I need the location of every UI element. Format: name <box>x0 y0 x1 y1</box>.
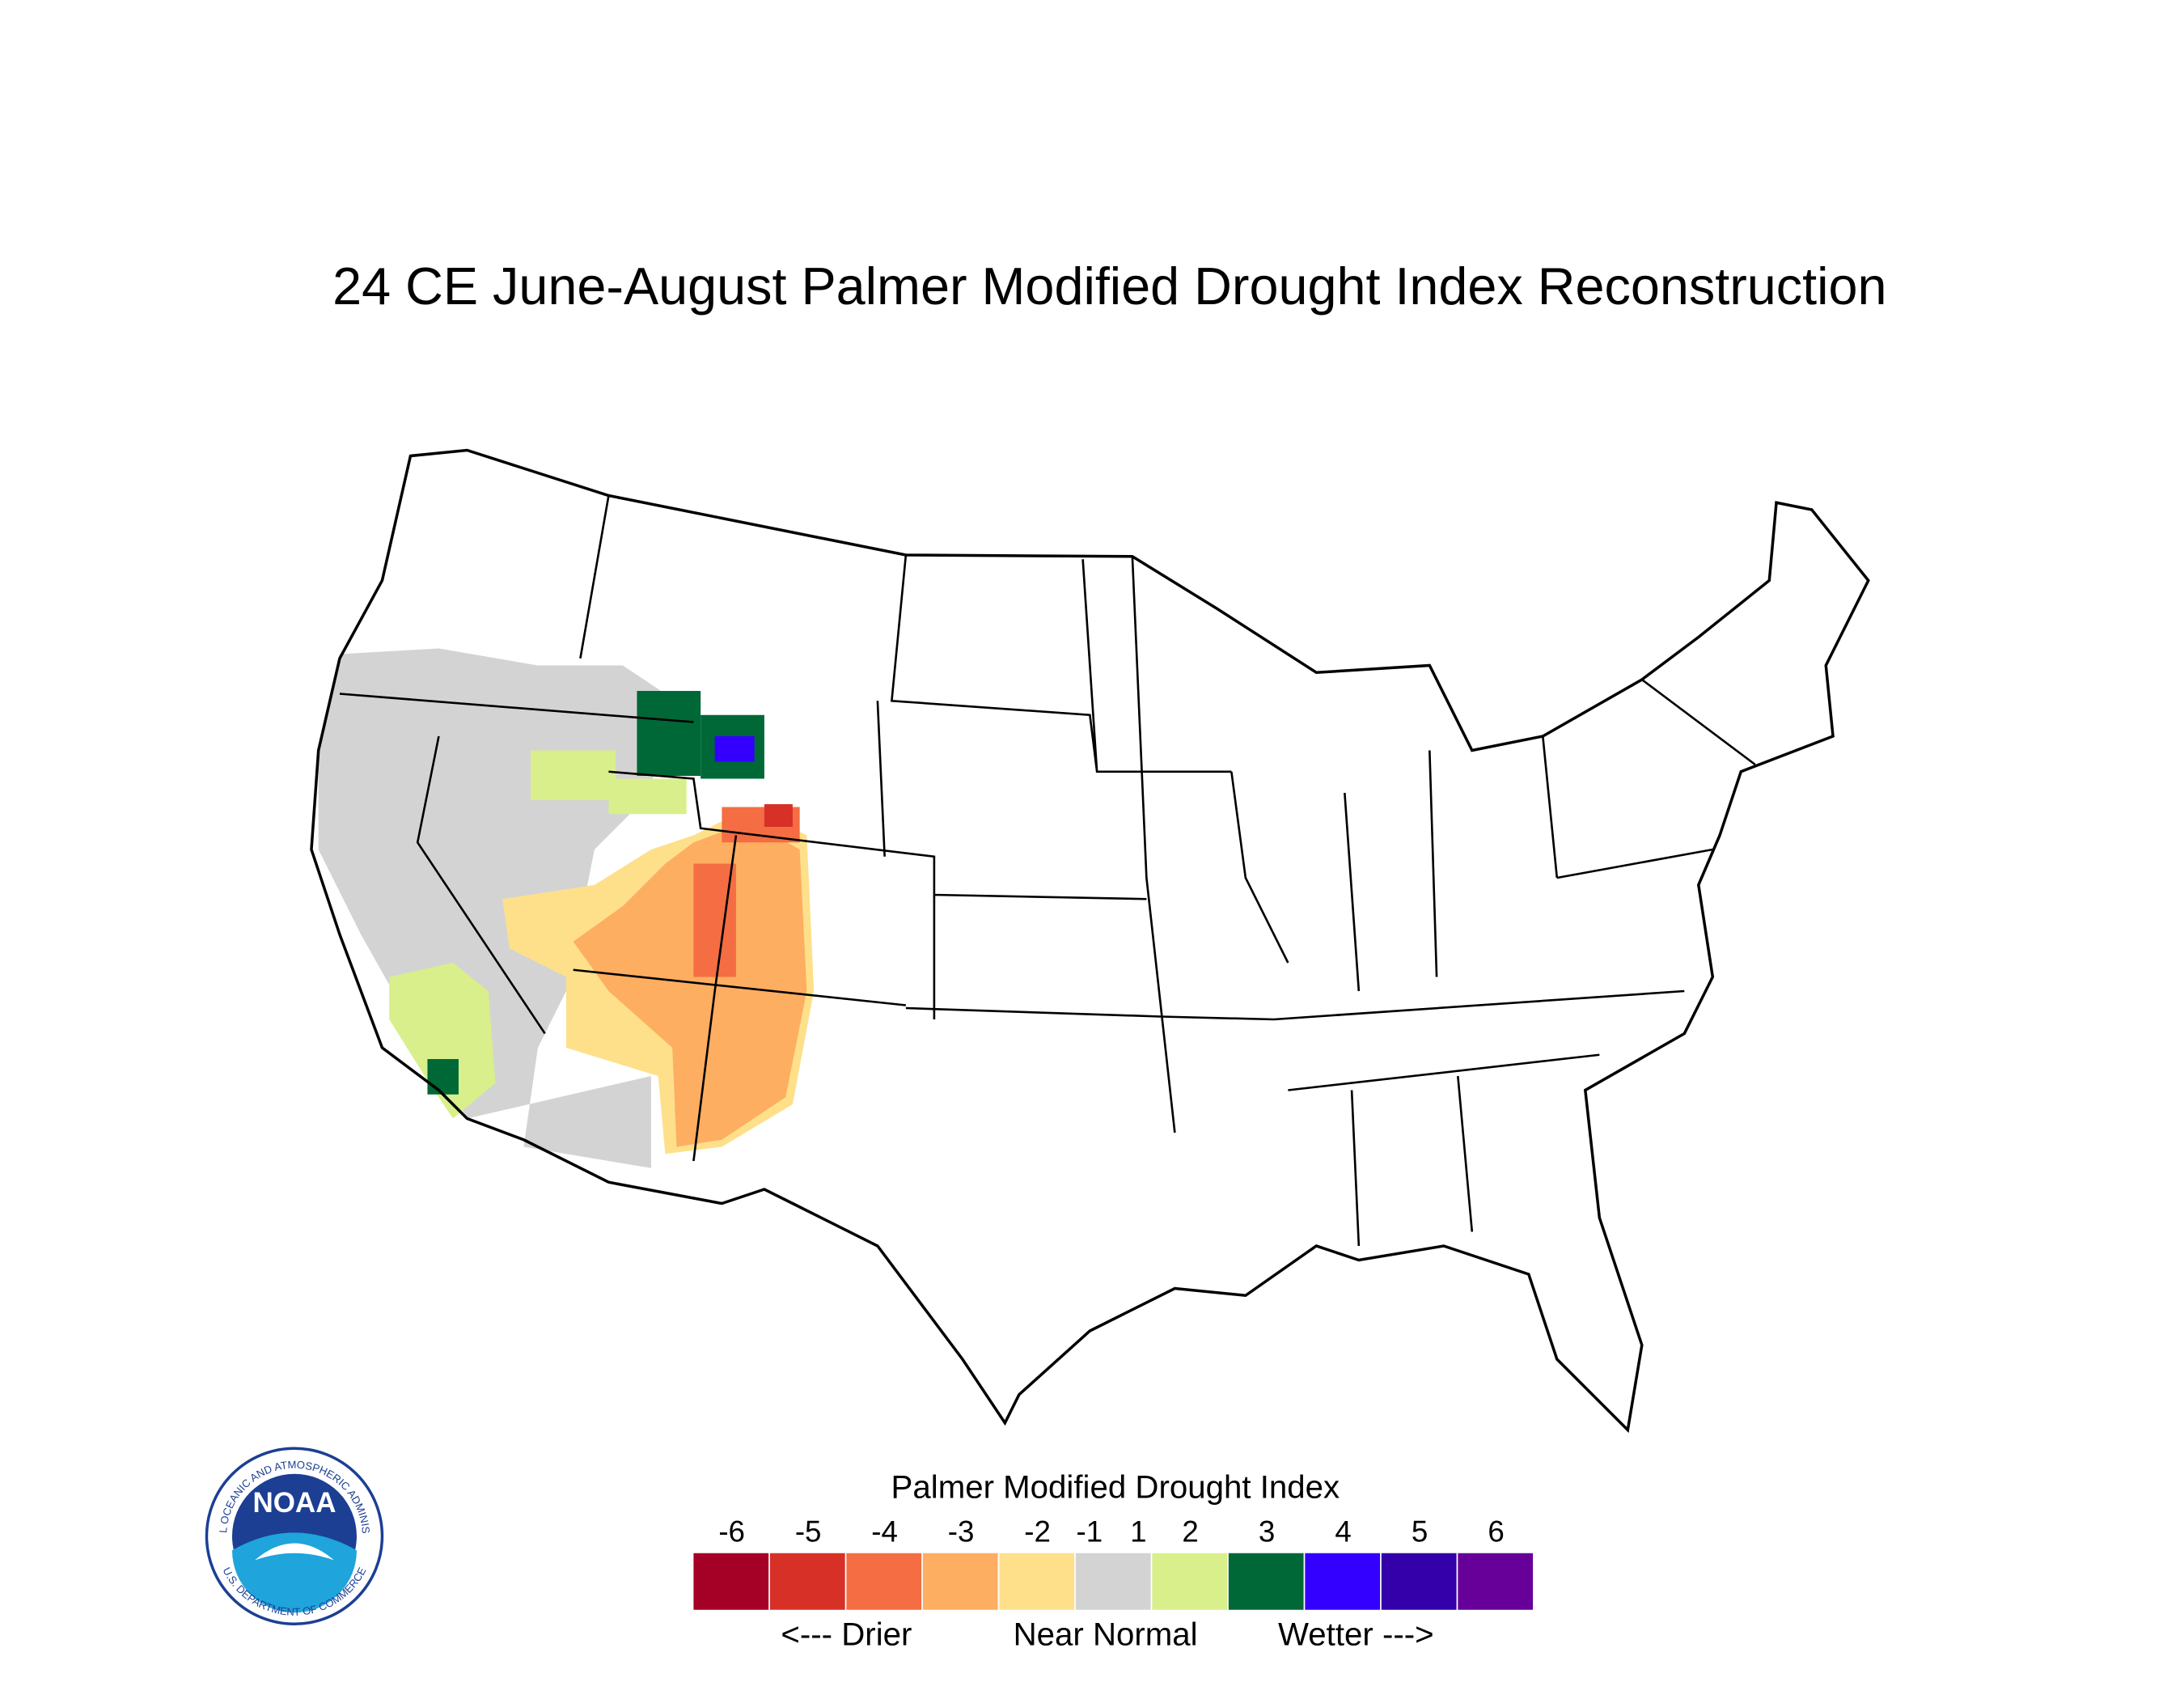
us-boundaries <box>310 448 1870 1434</box>
legend-swatch <box>1458 1553 1534 1610</box>
state-lines <box>339 495 1756 1247</box>
legend-label: -1 <box>1077 1515 1103 1549</box>
legend-title: Palmer Modified Drought Index <box>891 1468 1340 1505</box>
legend-label: -3 <box>948 1515 975 1549</box>
legend-swatch <box>1381 1553 1457 1610</box>
us-outline <box>310 448 1870 1434</box>
extreme-dry-cell <box>764 804 793 827</box>
legend-label: -4 <box>871 1515 898 1549</box>
extreme-wet-cells <box>714 736 755 762</box>
wet-cells <box>389 963 496 1119</box>
legend-swatch <box>922 1553 998 1610</box>
legend-swatch <box>1305 1553 1381 1610</box>
wet-cells <box>531 750 616 800</box>
legend-label: 2 <box>1182 1515 1198 1549</box>
legend-label: -5 <box>795 1515 822 1549</box>
title: 24 CE June-August Palmer Modified Drough… <box>332 256 1886 316</box>
legend-label: -6 <box>718 1515 745 1549</box>
legend-label: 3 <box>1259 1515 1275 1549</box>
very-wet-cells <box>637 691 701 776</box>
legend-label: -2 <box>1024 1515 1051 1549</box>
legend-swatch <box>1228 1553 1304 1610</box>
legend-note: <--- Drier <box>781 1616 912 1652</box>
legend-swatch <box>1152 1553 1228 1610</box>
legend-label: 5 <box>1412 1515 1428 1549</box>
legend-label: 6 <box>1488 1515 1504 1549</box>
legend-scale: -6 -5 -4 -3 -2 -1 1 2 3 4 5 6 <box>693 1515 1534 1610</box>
very-wet-cells <box>427 1059 459 1095</box>
legend-swatch <box>693 1553 769 1610</box>
legend-note: Wetter ---> <box>1278 1616 1434 1652</box>
wet-cells <box>608 778 687 815</box>
legend-note: Near Normal <box>1014 1616 1198 1652</box>
legend-swatch <box>846 1553 922 1610</box>
legend-label: 4 <box>1335 1515 1351 1549</box>
legend-swatch <box>1075 1553 1151 1610</box>
legend-label: 1 <box>1130 1515 1146 1549</box>
legend-swatch <box>769 1553 845 1610</box>
legend-swatch <box>999 1553 1075 1610</box>
drought-field <box>318 648 815 1168</box>
legend: Palmer Modified Drought Index -6 -5 -4 -3 -2… <box>693 1468 1534 1653</box>
drier-area <box>573 821 807 1147</box>
logo-text: NOAA <box>252 1487 336 1519</box>
